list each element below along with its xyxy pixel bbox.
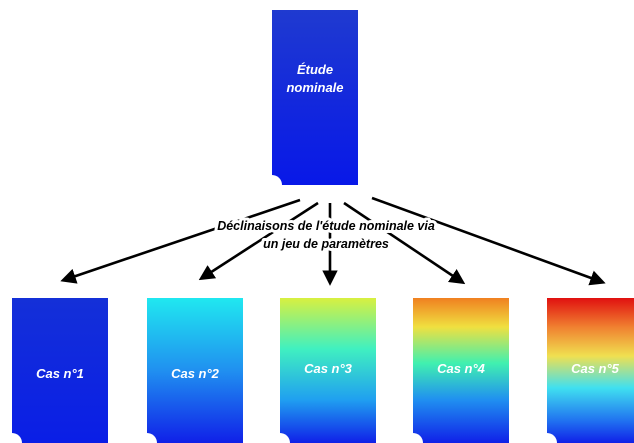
case-label: Cas n°4 (437, 361, 486, 376)
notch (262, 175, 282, 195)
nominal-label: Étude (297, 62, 333, 77)
case-box (280, 298, 376, 443)
nominal-box: Étude nominale (262, 10, 358, 195)
case-label: Cas n°3 (304, 361, 353, 376)
nominal-label: nominale (286, 80, 343, 95)
case-label: Cas n°2 (171, 366, 220, 381)
arrows (60, 196, 606, 286)
case-box (547, 298, 634, 443)
caption: un jeu de paramètres (263, 237, 389, 251)
case-box (413, 298, 509, 443)
notch (2, 433, 22, 443)
cases: Cas n°1 Cas n°2 Cas n°3 Cas n°4 Cas n°5 (2, 298, 634, 443)
case-box (12, 298, 108, 443)
arrow (60, 198, 301, 284)
case-label: Cas n°5 (571, 361, 620, 376)
arrow (198, 201, 319, 281)
arrow (343, 201, 466, 285)
arrow (371, 196, 606, 286)
box (272, 10, 358, 185)
caption: Déclinaisons de l'étude nominale via (217, 219, 435, 233)
notch (137, 433, 157, 443)
case-label: Cas n°1 (36, 366, 84, 381)
notch (270, 433, 290, 443)
notch (403, 433, 423, 443)
case-box (147, 298, 243, 443)
notch (537, 433, 557, 443)
